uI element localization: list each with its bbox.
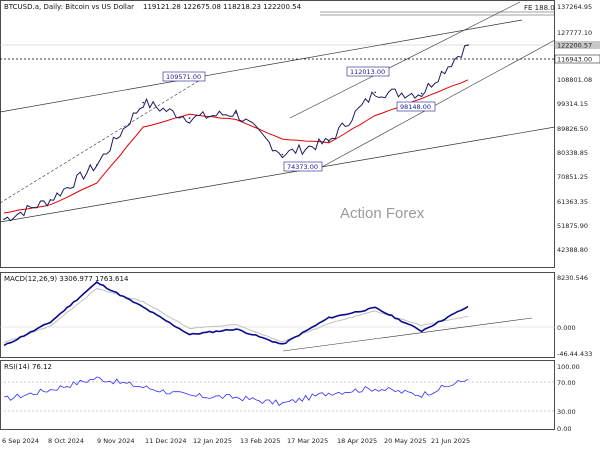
date-tick: 8 Oct 2024 (48, 437, 84, 445)
rsi-panel-frame (0, 360, 555, 430)
macd-panel-frame (0, 272, 555, 358)
macd-trendline (282, 317, 533, 352)
price-tick: 61363.35 (557, 198, 588, 206)
price-tick: 42388.80 (557, 246, 588, 254)
price-point (328, 140, 330, 143)
moving-average-line (3, 79, 469, 214)
current-price-tag (555, 41, 600, 49)
price-point (49, 199, 52, 201)
annotation-74373: 74373.00 (283, 161, 323, 172)
macd-line (3, 280, 469, 347)
date-tick: 6 Sep 2024 (2, 437, 39, 445)
channel-upper-outer (0, 19, 523, 113)
annotation-109571: 109571.00 (162, 71, 206, 82)
channel-lower-outer (0, 126, 556, 223)
annotation-112013: 112013.00 (346, 66, 390, 77)
price-point (467, 44, 469, 46)
macd-label: MACD(12,26,9) 3306.977 1763.614 (4, 275, 129, 283)
date-tick: 9 Nov 2024 (97, 437, 135, 445)
rsi-line (3, 376, 469, 407)
price-series-line (3, 44, 469, 222)
date-tick: 21 Jun 2025 (431, 437, 470, 445)
price-tick: 99314.15 (557, 100, 588, 108)
price-panel-frame (0, 0, 555, 268)
date-axis: 6 Sep 2024 8 Oct 2024 9 Nov 2024 11 Dec … (2, 437, 470, 445)
date-tick: 12 Jan 2025 (193, 437, 232, 445)
macd-tick: 8230.546 (557, 274, 588, 282)
rsi-tick: 70.00 (557, 379, 576, 387)
price-tick: 127777.10 (557, 29, 592, 37)
price-tick: 70851.25 (557, 173, 588, 181)
date-tick: 11 Dec 2024 (145, 437, 187, 445)
price-tick: 89826.50 (557, 125, 588, 133)
rising-channel-lower (319, 39, 556, 169)
price-tick: 108801.08 (557, 76, 592, 84)
channel-dashed-mid (0, 79, 201, 204)
ohlc-values: 119121.28 122675.08 118218.23 122200.54 (143, 3, 302, 11)
level-price-tag (554, 54, 600, 64)
price-point (420, 92, 423, 95)
price-tick: 80338.85 (557, 149, 588, 157)
price-point (281, 153, 284, 156)
price-axis: 137264.95 127777.10 108801.08 99314.15 8… (554, 3, 600, 254)
annotation-label: 109571.00 (166, 73, 201, 81)
rsi-tick: 0.00 (557, 425, 571, 433)
annotation-label: 112013.00 (350, 68, 385, 76)
annotation-98148: 98148.00 (396, 101, 436, 112)
macd-tick: 0.000 (557, 324, 576, 332)
price-point (142, 101, 144, 104)
macd-tick: -46.44.433 (557, 350, 592, 358)
date-tick: 13 Feb 2025 (240, 437, 280, 445)
price-point (188, 117, 191, 119)
price-point (235, 112, 237, 114)
price-tick: 137264.95 (557, 3, 592, 11)
date-tick: 17 Mar 2025 (287, 437, 328, 445)
level-price-value: 116943.00 (557, 56, 592, 64)
price-point (3, 218, 5, 221)
symbol-title: BTCUSD.a, Daily: Bitcoin vs US Dollar (4, 3, 134, 11)
price-point (96, 164, 98, 166)
rsi-label: RSI(14) 76.12 (4, 363, 52, 371)
date-tick: 20 May 2025 (384, 437, 426, 445)
rsi-tick: 30.00 (557, 408, 576, 416)
watermark: Action Forex (340, 205, 425, 222)
current-price-value: 122200.57 (557, 42, 592, 50)
rsi-tick: 100.00 (557, 363, 580, 371)
price-tick: 51875.90 (557, 222, 588, 230)
annotation-label: 98148.00 (400, 103, 431, 111)
fib-label: FE 188.0 (524, 4, 555, 12)
rising-channel-upper (289, 1, 521, 119)
date-tick: 18 Apr 2025 (337, 437, 377, 445)
price-point (374, 91, 377, 94)
annotation-label: 74373.00 (287, 163, 318, 171)
